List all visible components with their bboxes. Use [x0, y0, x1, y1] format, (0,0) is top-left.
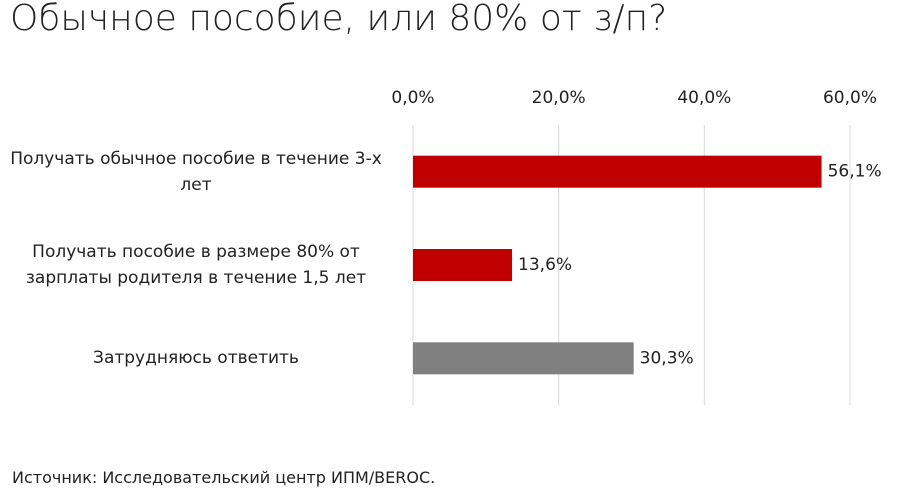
- value-label: 13,6%: [518, 255, 572, 275]
- bar: [413, 342, 634, 375]
- value-label: 56,1%: [828, 162, 882, 182]
- chart-title: Обычное пособие, или 80% от з/п?: [10, 0, 668, 39]
- category-label: Получать пособие в размере 80% от зарпла…: [25, 242, 367, 288]
- source-note: Источник: Исследовательский центр ИПМ/BE…: [12, 468, 436, 487]
- bar: [413, 249, 513, 281]
- x-tick-label: 60,0%: [823, 88, 877, 108]
- value-label: 30,3%: [640, 348, 694, 368]
- bar: [413, 155, 822, 188]
- x-tick-label: 40,0%: [677, 88, 731, 108]
- category-label: Получать обычное пособие в течение 3-х л…: [10, 148, 382, 195]
- x-tick-label: 0,0%: [391, 88, 434, 108]
- x-tick-label: 20,0%: [532, 88, 586, 108]
- category-label: Затрудняюсь ответить: [93, 348, 299, 369]
